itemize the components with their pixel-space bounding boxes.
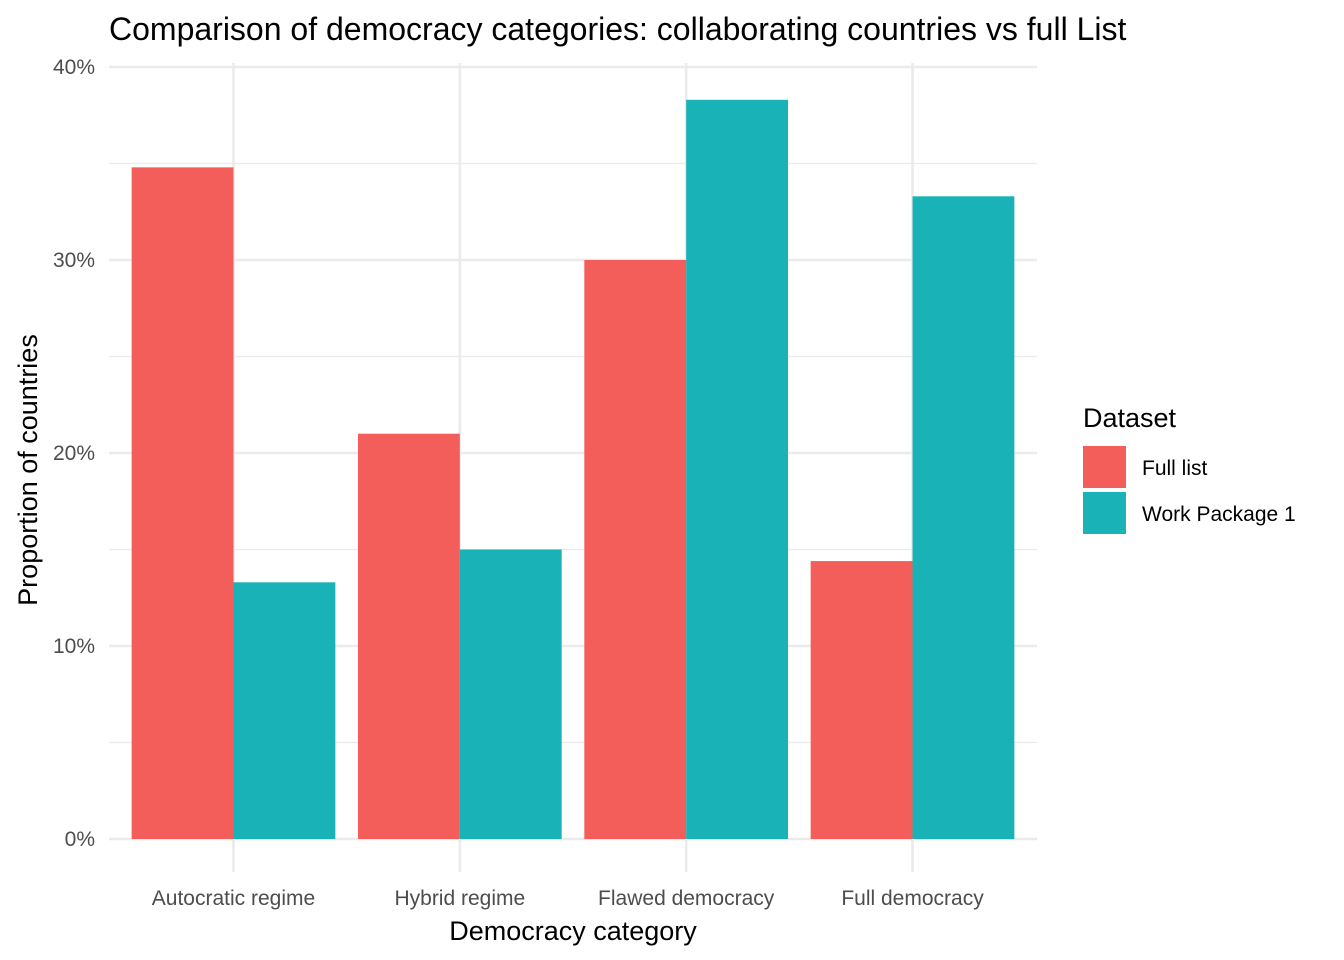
y-tick-label: 40%	[53, 56, 95, 79]
y-axis-title: Proportion of countries	[13, 334, 43, 606]
y-tick-label: 20%	[53, 442, 95, 465]
x-tick-labels: Autocratic regime Hybrid regime Flawed dem…	[152, 887, 984, 910]
y-tick-label: 10%	[53, 635, 95, 658]
legend-key	[1083, 446, 1126, 488]
bar	[357, 433, 460, 839]
y-tick-label: 30%	[53, 249, 95, 272]
bar	[131, 167, 234, 840]
legend-label: Work Package 1	[1142, 503, 1296, 526]
legend: Dataset Full list Work Package 1	[1083, 403, 1296, 534]
x-tick-label: Hybrid regime	[394, 887, 525, 910]
x-tick-label: Autocratic regime	[152, 887, 315, 910]
y-tick-label: 0%	[65, 828, 95, 851]
x-tick-label: Full democracy	[841, 887, 984, 910]
y-tick-labels: 0% 10% 20% 30% 40%	[53, 56, 95, 851]
x-axis-title: Democracy category	[449, 916, 697, 946]
x-tick-label: Flawed democracy	[598, 887, 775, 910]
chart-title: Comparison of democracy categories: coll…	[109, 11, 1126, 47]
bar	[686, 99, 789, 839]
legend-title: Dataset	[1083, 403, 1177, 433]
bar	[233, 582, 336, 839]
bars-group	[131, 99, 1015, 840]
legend-key	[1083, 492, 1126, 534]
bar	[912, 196, 1015, 839]
legend-label: Full list	[1142, 457, 1208, 480]
bar	[459, 549, 562, 839]
bar	[810, 561, 913, 839]
bar	[584, 260, 687, 839]
